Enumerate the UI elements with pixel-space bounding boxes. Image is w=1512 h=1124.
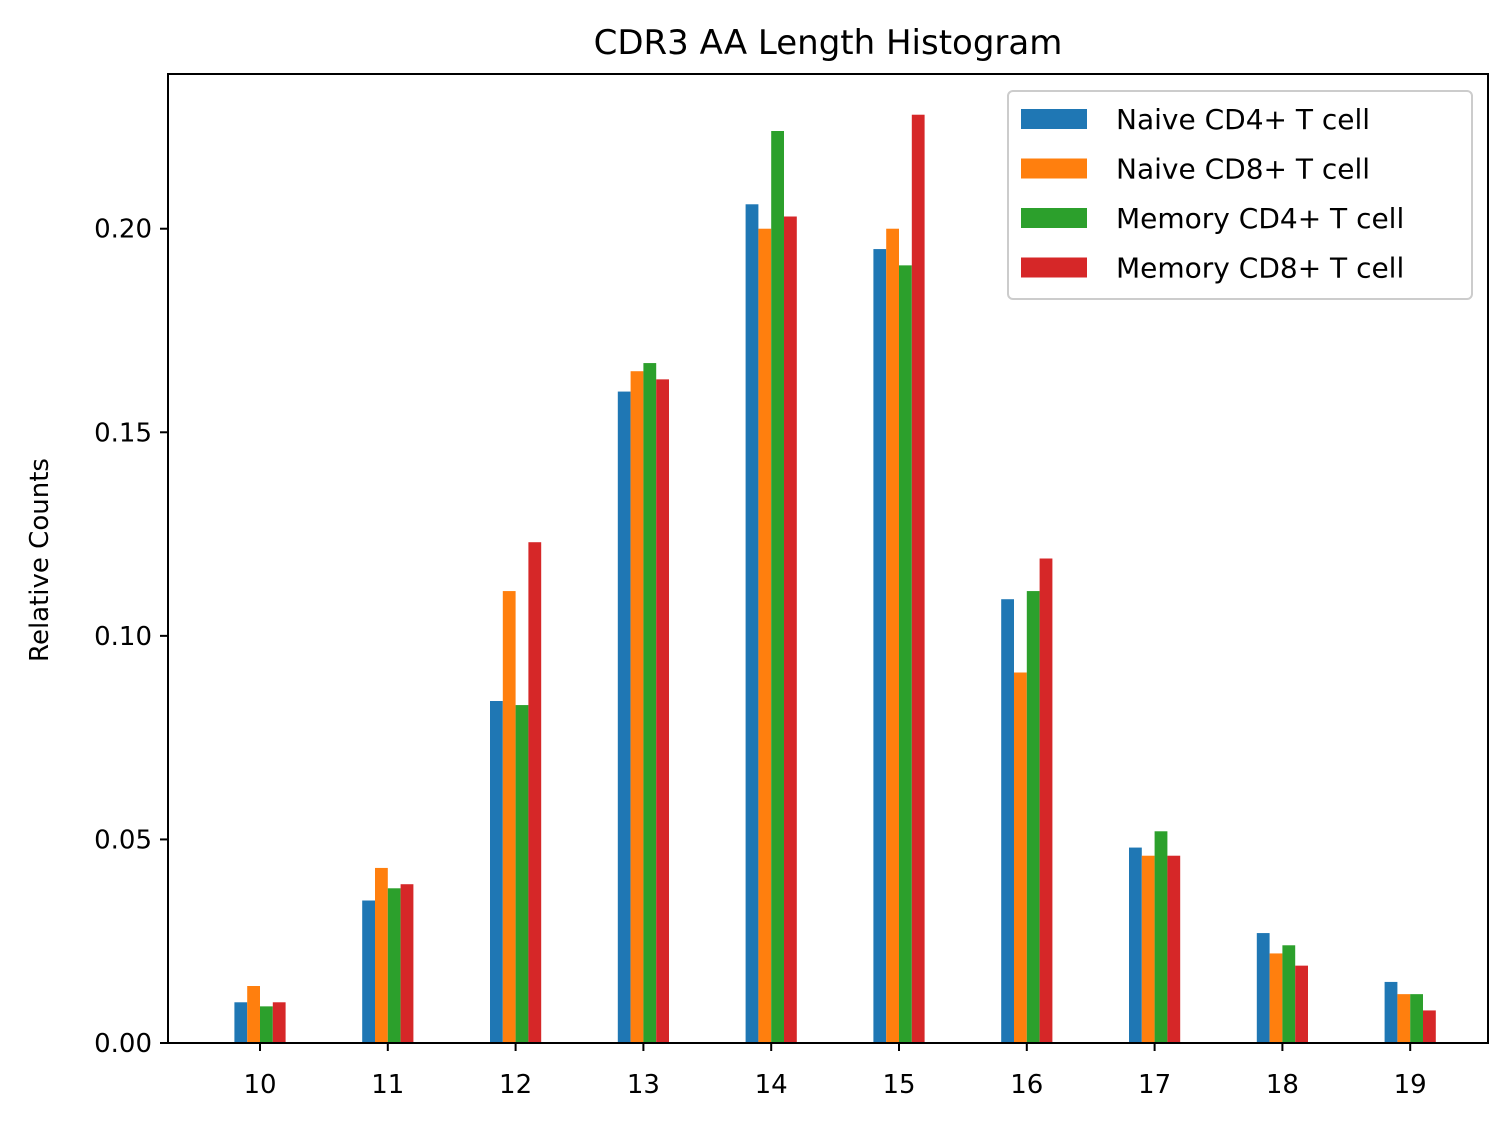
bar-3-11 (387, 888, 401, 1043)
bar-3-13 (643, 363, 657, 1044)
bar-4-17 (1167, 855, 1181, 1043)
legend-label: Memory CD4+ T cell (1116, 202, 1404, 235)
y-tick-label: 0.20 (94, 215, 152, 245)
bar-1-11 (362, 900, 375, 1043)
x-tick-label: 14 (755, 1070, 788, 1100)
x-tick-label: 16 (1010, 1070, 1043, 1100)
x-axis: 10 11 12 13 14 15 16 17 18 19 (243, 1043, 1427, 1100)
x-tick-label: 19 (1394, 1070, 1427, 1100)
bar-2-12 (502, 591, 516, 1043)
x-tick-label: 13 (627, 1070, 660, 1100)
y-axis-label: Relative Counts (25, 458, 55, 662)
bar-4-11 (400, 884, 414, 1043)
bar-1-12 (490, 701, 503, 1043)
legend-label: Naive CD8+ T cell (1116, 153, 1370, 186)
bar-4-15 (911, 114, 925, 1043)
x-tick-label: 12 (499, 1070, 532, 1100)
legend-swatch (1021, 257, 1087, 278)
bar-3-10 (260, 1006, 273, 1043)
bar-4-10 (272, 1002, 286, 1043)
bar-1-15 (873, 249, 887, 1044)
y-tick-label: 0.10 (94, 622, 152, 652)
bars-group (234, 114, 1436, 1044)
x-tick-label: 15 (882, 1070, 915, 1100)
bar-1-14 (745, 204, 759, 1044)
x-tick-label: 18 (1266, 1070, 1299, 1100)
plot-frame (167, 73, 1489, 1044)
bar-1-17 (1129, 847, 1142, 1043)
bar-3-17 (1154, 831, 1168, 1043)
chart-title: CDR3 AA Length Histogram (594, 23, 1063, 63)
legend-swatch (1021, 109, 1087, 129)
bar-2-16 (1014, 672, 1027, 1043)
bar-3-12 (515, 705, 529, 1043)
bar-2-18 (1269, 953, 1283, 1043)
bar-1-16 (1001, 599, 1014, 1043)
bar-4-16 (1039, 558, 1053, 1043)
bar-1-10 (234, 1002, 248, 1043)
bar-2-10 (247, 986, 260, 1043)
y-tick-label: 0.05 (94, 825, 152, 855)
bar-2-15 (886, 228, 899, 1043)
bar-2-19 (1397, 994, 1411, 1043)
legend-label: Naive CD4+ T cell (1116, 103, 1370, 136)
bar-1-19 (1384, 981, 1398, 1043)
bar-3-18 (1282, 945, 1296, 1043)
bar-1-18 (1256, 933, 1270, 1043)
x-tick-label: 17 (1138, 1070, 1171, 1100)
bar-3-16 (1026, 591, 1040, 1043)
bar-4-19 (1423, 1010, 1436, 1043)
bar-4-13 (656, 379, 669, 1043)
legend-swatch (1021, 158, 1087, 179)
bar-1-13 (617, 391, 631, 1044)
bar-2-13 (630, 371, 644, 1043)
bar-2-14 (758, 228, 772, 1043)
bar-4-14 (784, 216, 797, 1043)
legend-label: Memory CD8+ T cell (1116, 252, 1404, 285)
bar-3-15 (899, 265, 912, 1043)
x-tick-label: 11 (371, 1070, 404, 1100)
bar-2-11 (375, 867, 388, 1043)
bar-2-17 (1141, 855, 1155, 1043)
legend-swatch (1021, 208, 1087, 228)
y-axis: 0.00 0.05 0.10 0.15 0.20 (94, 215, 168, 1059)
y-tick-label: 0.00 (94, 1029, 152, 1059)
x-tick-label: 10 (243, 1070, 276, 1100)
bar-3-14 (771, 131, 784, 1043)
bar-3-19 (1410, 994, 1423, 1043)
bar-4-18 (1295, 965, 1308, 1043)
legend: Naive CD4+ T cell Naive CD8+ T cell Memory… (1007, 90, 1473, 300)
bar-4-12 (528, 542, 542, 1043)
y-tick-label: 0.15 (94, 418, 152, 448)
legend-box (1007, 90, 1473, 300)
